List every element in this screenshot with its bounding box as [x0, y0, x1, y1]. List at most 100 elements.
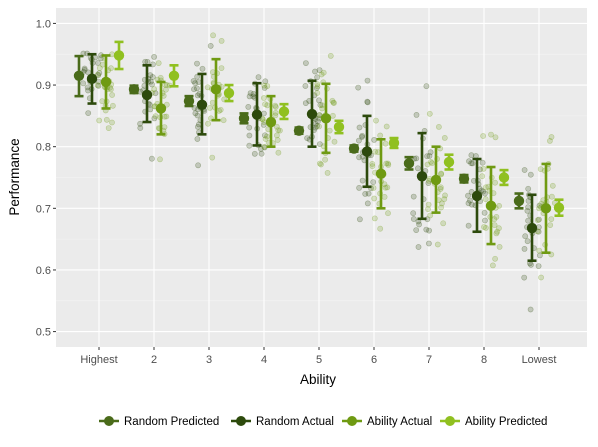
raw-point — [260, 122, 267, 128]
raw-point — [356, 184, 362, 191]
raw-point — [81, 65, 88, 72]
y-tick-label: 1.0 — [36, 18, 51, 30]
legend-item: Random Predicted — [99, 416, 219, 428]
legend-key-point — [445, 416, 455, 426]
x-tick-label: 8 — [481, 354, 487, 366]
raw-point — [94, 71, 101, 78]
raw-point — [535, 263, 542, 269]
raw-point — [465, 192, 471, 199]
raw-point — [318, 161, 324, 168]
raw-point — [264, 83, 271, 89]
raw-point — [492, 179, 498, 186]
series-marks — [73, 40, 565, 263]
raw-point — [468, 160, 475, 167]
raw-point — [195, 162, 201, 169]
x-tick-label: 7 — [426, 354, 432, 366]
raw-point — [494, 228, 501, 235]
mean-point — [403, 158, 415, 169]
raw-point — [302, 83, 309, 89]
raw-point — [535, 228, 542, 235]
raw-point — [429, 160, 435, 167]
raw-point — [371, 195, 378, 202]
raw-point — [536, 247, 543, 254]
raw-point — [359, 177, 366, 184]
raw-point — [194, 73, 201, 80]
raw-point — [385, 160, 391, 167]
raw-point — [192, 110, 199, 117]
raw-point — [96, 70, 103, 76]
raw-point — [356, 124, 363, 131]
raw-point — [480, 188, 487, 195]
mean-point — [443, 156, 455, 168]
raw-point — [426, 110, 433, 117]
raw-point — [425, 206, 431, 212]
raw-point — [423, 83, 430, 90]
raw-point — [548, 216, 555, 222]
mean-point — [320, 113, 332, 124]
mean-point — [553, 202, 565, 213]
raw-point — [537, 252, 543, 259]
mean-point — [333, 121, 345, 133]
raw-point — [246, 132, 253, 139]
raw-point — [274, 137, 281, 143]
raw-point — [467, 197, 473, 204]
raw-point — [482, 196, 489, 203]
raw-point — [382, 140, 389, 147]
mean-point — [210, 84, 222, 95]
mean-point — [183, 95, 195, 107]
raw-point — [525, 217, 531, 224]
raw-point — [414, 165, 421, 172]
raw-point — [496, 243, 503, 250]
raw-point — [480, 133, 486, 139]
x-tick-label: 4 — [261, 354, 267, 366]
raw-point — [481, 224, 487, 230]
raw-point — [246, 142, 253, 149]
mean-point — [113, 50, 125, 61]
raw-point — [427, 212, 434, 219]
raw-point — [371, 136, 377, 143]
raw-point — [496, 202, 502, 209]
raw-point — [318, 71, 325, 78]
raw-point — [246, 93, 253, 100]
raw-point — [152, 90, 159, 97]
raw-point — [314, 118, 321, 125]
raw-point — [326, 127, 333, 134]
raw-point — [493, 213, 500, 220]
raw-point — [262, 136, 269, 142]
raw-point — [251, 150, 258, 157]
raw-point — [377, 225, 384, 232]
raw-point — [103, 116, 110, 123]
raw-point — [157, 74, 164, 81]
raw-point — [192, 80, 198, 86]
raw-point — [276, 127, 283, 134]
raw-point — [209, 154, 216, 161]
raw-point — [442, 192, 448, 199]
mean-point — [540, 203, 552, 214]
mean-point — [196, 99, 208, 110]
raw-point — [437, 184, 444, 191]
raw-point — [364, 99, 371, 106]
raw-point — [272, 112, 279, 119]
raw-point — [373, 117, 379, 124]
raw-point — [441, 196, 448, 202]
x-tick-label: 5 — [316, 354, 322, 366]
raw-point — [163, 113, 170, 120]
raw-point — [312, 68, 318, 75]
raw-point — [94, 82, 101, 89]
raw-point — [331, 138, 338, 145]
raw-point — [377, 132, 384, 139]
raw-point — [369, 163, 376, 170]
raw-point — [95, 60, 101, 66]
raw-point — [415, 244, 422, 250]
raw-point — [369, 160, 376, 167]
raw-point — [275, 127, 282, 134]
raw-point — [435, 124, 442, 130]
raw-point — [314, 123, 320, 129]
raw-point — [80, 80, 87, 87]
raw-point — [324, 169, 331, 176]
raw-point — [441, 134, 448, 141]
mean-point — [388, 137, 400, 149]
raw-point — [84, 84, 91, 91]
raw-point — [481, 190, 488, 197]
raw-point — [355, 84, 362, 91]
